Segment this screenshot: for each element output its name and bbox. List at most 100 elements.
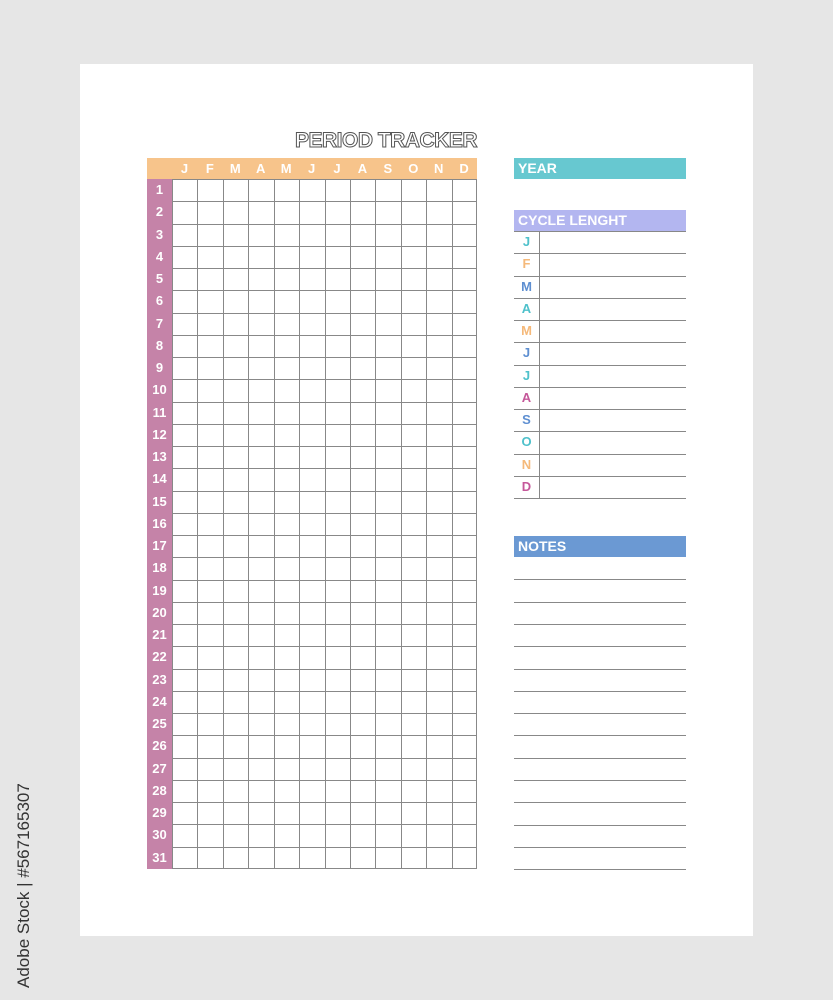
day-label: 10 bbox=[152, 382, 167, 398]
day-label: 4 bbox=[155, 248, 164, 264]
day-label: 14 bbox=[152, 471, 167, 487]
cycle-month-label: O bbox=[521, 434, 532, 450]
grid-line bbox=[172, 779, 477, 781]
day-label: 9 bbox=[155, 360, 164, 376]
cycle-row-line bbox=[514, 386, 686, 388]
grid-line bbox=[172, 646, 477, 648]
note-line bbox=[514, 713, 686, 715]
grid-line bbox=[273, 179, 275, 869]
watermark: Adobe Stock | #567165307 bbox=[14, 783, 33, 988]
cycle-row-line bbox=[514, 498, 686, 499]
cycle-row-line bbox=[514, 297, 686, 299]
grid-line bbox=[172, 179, 173, 869]
day-label: 12 bbox=[152, 426, 167, 442]
day-label: 20 bbox=[152, 604, 167, 620]
grid-line bbox=[172, 757, 477, 759]
grid-line bbox=[172, 312, 477, 314]
note-line bbox=[514, 824, 686, 826]
note-line bbox=[514, 757, 686, 759]
cycle-month-label: J bbox=[522, 367, 531, 383]
day-label: 24 bbox=[152, 693, 167, 709]
day-label: 6 bbox=[155, 293, 164, 309]
month-label: O bbox=[408, 161, 419, 176]
grid-line bbox=[172, 846, 477, 848]
cycle-divider bbox=[539, 231, 540, 498]
cycle-month-label: D bbox=[521, 478, 532, 494]
day-label: 21 bbox=[152, 627, 167, 643]
day-label: 29 bbox=[152, 805, 167, 821]
day-label: 13 bbox=[152, 449, 167, 465]
grid-line bbox=[476, 179, 477, 869]
day-label: 7 bbox=[155, 315, 164, 331]
cycle-row-line bbox=[514, 253, 686, 255]
note-line bbox=[514, 668, 686, 670]
day-label: 8 bbox=[155, 337, 164, 353]
grid-line bbox=[172, 201, 477, 203]
cycle-month-label: M bbox=[521, 278, 532, 294]
cycle-row-line bbox=[514, 275, 686, 277]
page-title: PERIOD TRACKER bbox=[294, 129, 478, 153]
day-column: 1 2 3 4 5 6 7 8 9 10 11 12 13 14 15 16 17 18 19 20 21 22 23 24 2… bbox=[147, 179, 172, 869]
month-label: S bbox=[383, 161, 393, 176]
grid-line bbox=[248, 179, 250, 869]
grid-line bbox=[324, 179, 326, 869]
cycle-row-line bbox=[514, 409, 686, 410]
cycle-row-line bbox=[514, 342, 686, 344]
grid-line bbox=[299, 179, 301, 869]
month-label: N bbox=[433, 161, 444, 176]
day-label: 19 bbox=[152, 582, 167, 598]
grid-line bbox=[172, 735, 477, 737]
cycle-row-line bbox=[514, 453, 686, 455]
month-label: M bbox=[280, 161, 292, 176]
note-line bbox=[514, 601, 686, 603]
cycle-length-header: CYCLE LENGHT bbox=[514, 210, 686, 231]
note-line bbox=[514, 802, 686, 804]
month-label: A bbox=[357, 161, 368, 176]
grid-line bbox=[172, 535, 477, 537]
cycle-row-line bbox=[514, 320, 686, 321]
grid-line bbox=[172, 579, 477, 581]
grid-line bbox=[172, 512, 477, 514]
day-label: 28 bbox=[152, 782, 167, 798]
month-label: D bbox=[459, 161, 469, 176]
day-label: 2 bbox=[155, 204, 164, 220]
grid-line bbox=[172, 401, 477, 403]
grid-line bbox=[172, 824, 477, 826]
grid-line bbox=[172, 179, 477, 180]
tracker-grid[interactable] bbox=[172, 179, 477, 869]
day-label: 3 bbox=[155, 226, 164, 242]
grid-line bbox=[172, 690, 477, 692]
day-label: 25 bbox=[152, 716, 167, 732]
month-label: M bbox=[229, 161, 241, 176]
month-label: F bbox=[205, 161, 214, 176]
day-label: 16 bbox=[152, 515, 167, 531]
grid-line bbox=[172, 668, 477, 670]
watermark-area: Adobe Stock | #567165307 bbox=[10, 760, 36, 990]
cycle-month-label: M bbox=[521, 323, 532, 338]
grid-line bbox=[172, 868, 477, 869]
grid-line bbox=[400, 179, 402, 869]
grid-line bbox=[375, 179, 377, 869]
month-label: J bbox=[180, 161, 189, 176]
grid-line bbox=[172, 624, 477, 626]
grid-line bbox=[172, 446, 477, 448]
grid-line bbox=[197, 179, 199, 869]
note-line bbox=[514, 735, 686, 737]
cycle-month-label: A bbox=[521, 389, 532, 405]
day-label: 23 bbox=[152, 671, 167, 687]
cycle-month-label: J bbox=[522, 234, 531, 249]
day-label: 5 bbox=[155, 271, 164, 287]
day-label: 17 bbox=[152, 538, 167, 554]
cycle-month-label: S bbox=[522, 412, 531, 427]
note-line bbox=[514, 780, 686, 781]
grid-line bbox=[172, 468, 477, 470]
day-label: 26 bbox=[152, 738, 167, 754]
cycle-month-label: F bbox=[522, 256, 531, 272]
cycle-row-line bbox=[514, 431, 686, 433]
grid-line bbox=[172, 223, 477, 225]
notes-header: NOTES bbox=[514, 536, 686, 557]
note-line bbox=[514, 623, 686, 625]
day-label: 30 bbox=[152, 827, 167, 843]
note-line bbox=[514, 690, 686, 692]
